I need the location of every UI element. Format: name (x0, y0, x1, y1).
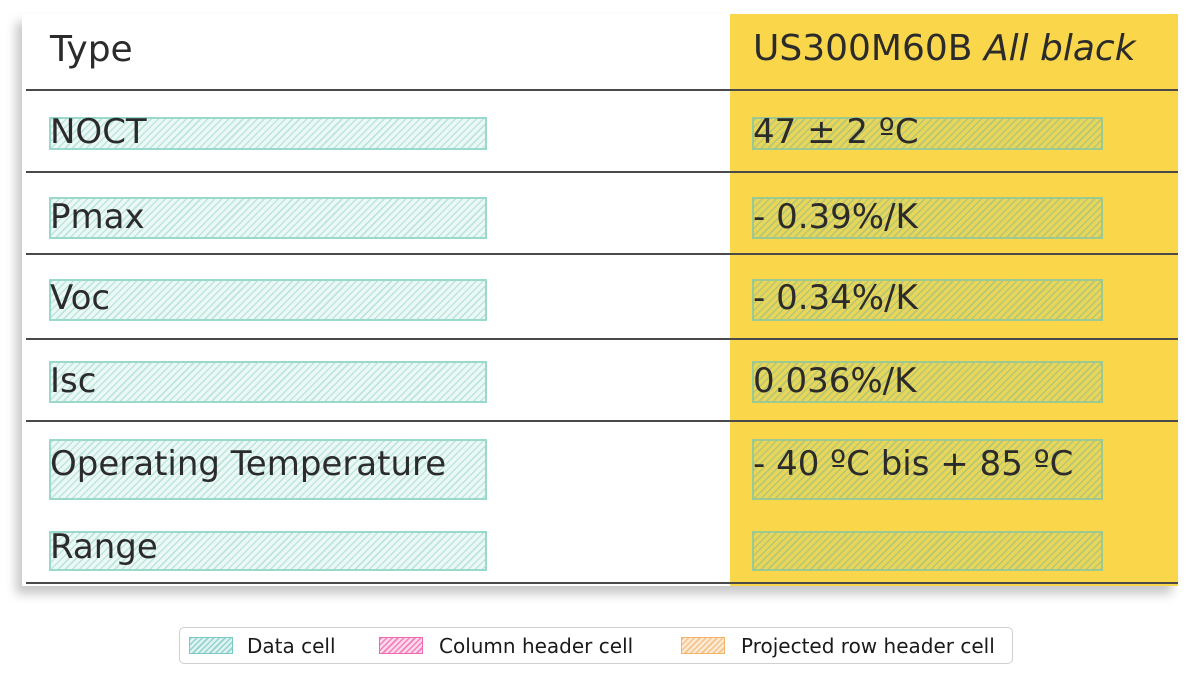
data-cell-annotation (49, 197, 487, 239)
row-label: Operating Temperature (50, 444, 447, 484)
row-divider (26, 338, 1178, 340)
row-value: 0.036%/K (753, 361, 917, 401)
row-divider (26, 420, 1178, 422)
row-value: - 0.34%/K (753, 278, 918, 318)
row-value: - 0.39%/K (753, 197, 918, 237)
row-label-continued: Range (50, 527, 158, 567)
header-model: US300M60B All black (753, 31, 1136, 67)
header-type-label: Type (50, 29, 133, 70)
projected-row-header-swatch (681, 637, 725, 654)
header-model-name: US300M60B (753, 28, 973, 69)
data-cell-annotation (752, 279, 1103, 321)
data-cell-annotation (49, 361, 487, 403)
data-cell-annotation (49, 279, 487, 321)
data-cell-annotation (49, 439, 487, 500)
header-rule (26, 89, 1178, 91)
data-cell-annotation (752, 361, 1103, 403)
row-label: NOCT (50, 112, 147, 152)
row-value: 47 ± 2 ºC (753, 112, 919, 152)
legend-label: Column header cell (439, 634, 634, 658)
row-label: Isc (50, 361, 97, 401)
legend: Data cell Column header cell Projected r… (179, 627, 1013, 664)
header-model-suffix: All black (983, 28, 1136, 69)
data-cell-annotation (752, 531, 1103, 571)
data-cell-annotation (752, 117, 1103, 150)
row-value: - 40 ºC bis + 85 ºC (753, 444, 1074, 484)
row-label: Voc (50, 278, 111, 318)
data-cell-annotation (49, 531, 487, 571)
data-cell-swatch (189, 637, 233, 654)
bottom-rule (26, 582, 1178, 584)
row-divider (26, 171, 1178, 173)
data-cell-annotation (49, 117, 487, 150)
data-cell-annotation (752, 439, 1103, 500)
data-cell-annotation (752, 197, 1103, 239)
column-header-swatch (379, 637, 423, 654)
value-column-highlight (730, 14, 1178, 586)
legend-label: Projected row header cell (741, 634, 995, 658)
row-divider (26, 253, 1178, 255)
legend-label: Data cell (247, 634, 336, 658)
row-label: Pmax (50, 197, 145, 237)
